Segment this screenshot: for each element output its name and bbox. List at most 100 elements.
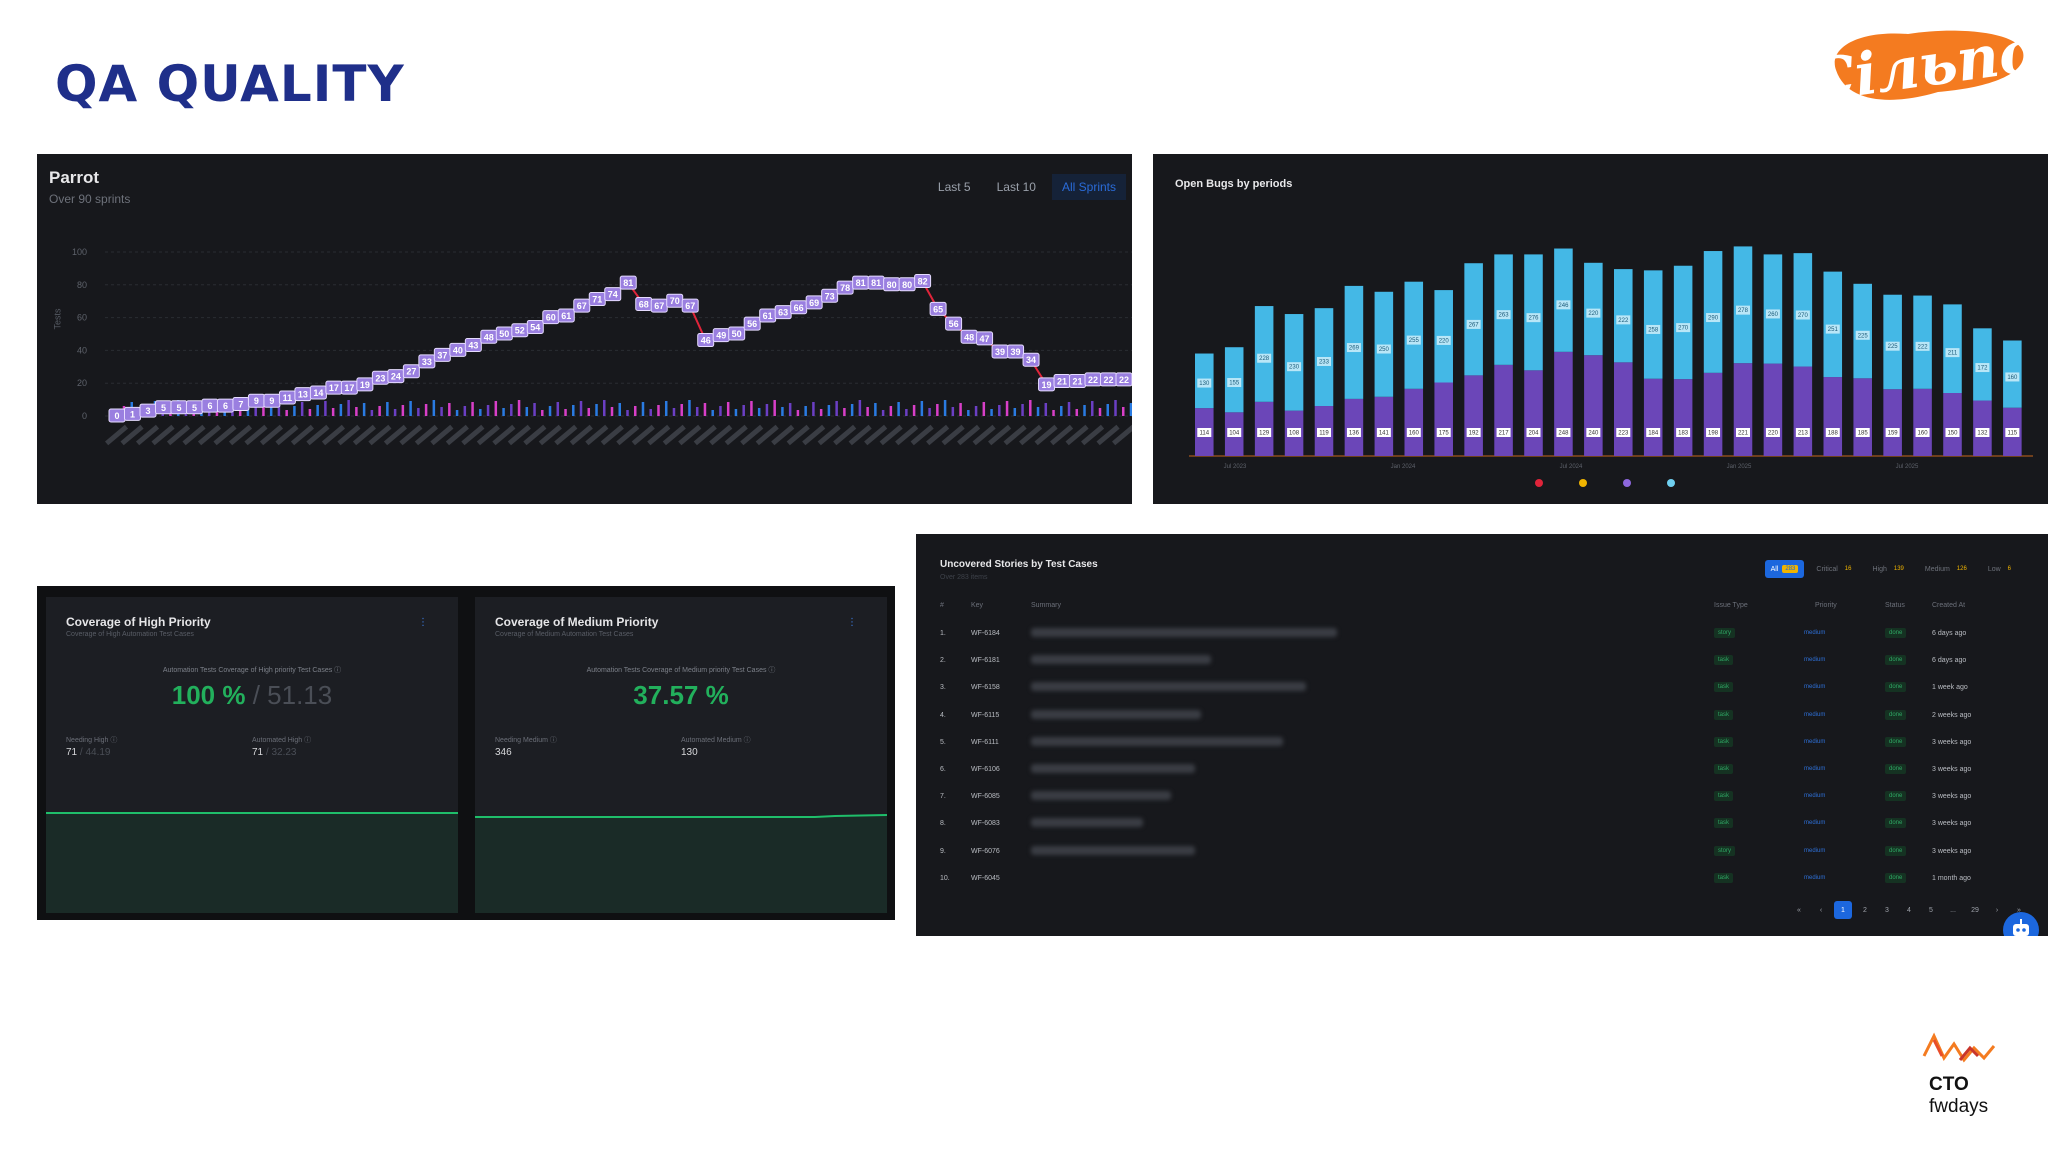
- bar-bottom: [1853, 378, 1872, 456]
- sprint-bar: [719, 406, 722, 416]
- filter-all[interactable]: All 283: [1764, 560, 1805, 578]
- data-label: 80: [883, 277, 901, 292]
- svg-text:74: 74: [608, 290, 618, 300]
- data-label: 70: [666, 293, 684, 308]
- page-button[interactable]: 1: [1834, 901, 1852, 919]
- sprint-bar: [1044, 403, 1048, 416]
- table-row[interactable]: 1. WF-6184 6 days ago story medium done: [916, 628, 2048, 657]
- needing-medium-label: Needing Medium ⓘ: [495, 737, 557, 744]
- kebab-menu-icon[interactable]: ⋮: [847, 617, 857, 628]
- x-tick-placeholder: [988, 424, 1012, 446]
- svg-text:278: 278: [1738, 308, 1749, 314]
- table-row[interactable]: 4. WF-6115 2 weeks ago task medium done: [916, 709, 2048, 739]
- page-button[interactable]: ...: [1950, 906, 1956, 914]
- page-button[interactable]: »: [2017, 906, 2021, 914]
- sprint-bar: [773, 400, 776, 416]
- bar-label-top: 160: [2005, 372, 2020, 382]
- table-row[interactable]: 2. WF-6181 6 days ago task medium done: [916, 655, 2048, 684]
- data-label: 23: [371, 370, 389, 385]
- page-button[interactable]: 29: [1971, 906, 1979, 914]
- table-row[interactable]: 8. WF-6083 3 weeks ago task medium done: [916, 818, 2048, 847]
- page-button[interactable]: ‹: [1819, 906, 1823, 914]
- open-bugs-title: Open Bugs by periods: [1175, 178, 1293, 190]
- sprint-bar: [1052, 410, 1055, 416]
- sprint-bar: [347, 400, 350, 416]
- x-tick-placeholder: [833, 424, 857, 446]
- summary-redacted: [1031, 818, 1143, 828]
- bar-label-bottom: 114: [1197, 428, 1212, 437]
- table-row[interactable]: 6. WF-6106 3 weeks ago task medium done: [916, 764, 2048, 793]
- info-icon: ⓘ: [768, 667, 776, 674]
- col-header-created: Created At: [1932, 602, 1966, 609]
- svg-text:263: 263: [1499, 313, 1510, 319]
- kebab-menu-icon[interactable]: ⋮: [418, 617, 428, 628]
- svg-text:192: 192: [1469, 431, 1480, 437]
- bar-top: [1763, 254, 1783, 364]
- filter-critical[interactable]: Critical 16: [1810, 560, 1860, 578]
- sprint-bar: [812, 402, 815, 416]
- page-button[interactable]: 4: [1907, 906, 1911, 914]
- bar-bottom: [1614, 362, 1633, 456]
- table-row[interactable]: 3. WF-6158 1 week ago task medium done: [916, 682, 2048, 711]
- svg-text:108: 108: [1289, 431, 1300, 437]
- bar-bottom: [1673, 379, 1693, 456]
- bar-bottom: [1913, 388, 1932, 456]
- y-tick-label: 0: [82, 411, 87, 421]
- tab-last-10[interactable]: Last 10: [996, 180, 1036, 194]
- filter-medium[interactable]: Medium 126: [1919, 560, 1976, 578]
- x-tick-placeholder: [600, 424, 624, 446]
- row-key: WF-6111: [971, 738, 999, 746]
- table-row[interactable]: 5. WF-6111 3 weeks ago task medium done: [916, 736, 2048, 766]
- chat-bot-button[interactable]: [2003, 912, 2039, 936]
- stories-filters: All 283 Critical 16 High 139 Medium 126 Low 6: [1764, 560, 2020, 578]
- svg-text:3: 3: [145, 406, 150, 416]
- bar-label-top: 263: [1496, 310, 1511, 320]
- bar-label-top: 276: [1526, 313, 1541, 323]
- svg-text:5: 5: [176, 403, 181, 413]
- table-row[interactable]: 9. WF-6076 3 weeks ago story medium done: [916, 845, 2048, 875]
- sprint-bar: [703, 403, 707, 416]
- page-button[interactable]: 2: [1863, 906, 1867, 914]
- data-label: 52: [511, 323, 529, 338]
- data-label: 5: [170, 400, 188, 415]
- table-row[interactable]: 7. WF-6085 3 weeks ago task medium done: [916, 791, 2048, 820]
- bar-label-top: 155: [1227, 378, 1242, 388]
- data-label: 82: [914, 274, 932, 289]
- bar-top: [1554, 248, 1573, 352]
- sprint-bar: [850, 404, 854, 416]
- sprint-bar: [463, 406, 467, 416]
- x-tick-placeholder: [662, 424, 686, 446]
- page-button[interactable]: ›: [1995, 906, 1999, 914]
- filter-low[interactable]: Low 6: [1982, 560, 2020, 578]
- legend-marker[interactable]: [1535, 479, 1543, 487]
- filter-label: Medium: [1924, 565, 1950, 573]
- sprint-bar: [595, 404, 598, 416]
- y-tick-label: 20: [77, 378, 87, 388]
- legend-marker[interactable]: [1579, 479, 1587, 487]
- tab-last-5[interactable]: Last 5: [937, 180, 971, 194]
- table-row[interactable]: 10. WF-6045 1 month ago task medium done: [916, 872, 2048, 902]
- legend-marker[interactable]: [1667, 479, 1675, 487]
- filter-high[interactable]: High 139: [1866, 560, 1912, 578]
- svg-text:60: 60: [546, 313, 556, 323]
- legend-marker[interactable]: [1623, 479, 1631, 487]
- svg-text:48: 48: [484, 332, 494, 342]
- priority-badge: medium: [1804, 684, 1826, 691]
- bar-label-bottom: 223: [1616, 428, 1631, 437]
- issue-type-badge: task: [1714, 655, 1734, 666]
- tab-all-sprints[interactable]: All Sprints: [1051, 174, 1126, 200]
- svg-text:54: 54: [530, 322, 540, 332]
- sprint-bar: [587, 408, 591, 416]
- page-button[interactable]: 3: [1885, 906, 1889, 914]
- svg-text:225: 225: [1888, 344, 1899, 350]
- row-key: WF-6083: [971, 820, 1000, 828]
- coverage-medium-card: Coverage of Medium Priority Coverage of …: [475, 597, 887, 913]
- page-button[interactable]: 5: [1929, 906, 1933, 914]
- x-tick-placeholder: [972, 424, 996, 446]
- x-tick-placeholder: [879, 424, 903, 446]
- page-button[interactable]: «: [1797, 906, 1801, 914]
- data-label: 48: [480, 329, 498, 344]
- data-label: 63: [774, 305, 792, 320]
- x-tick-placeholder: [910, 424, 934, 446]
- bar-label-top: 225: [1885, 341, 1900, 351]
